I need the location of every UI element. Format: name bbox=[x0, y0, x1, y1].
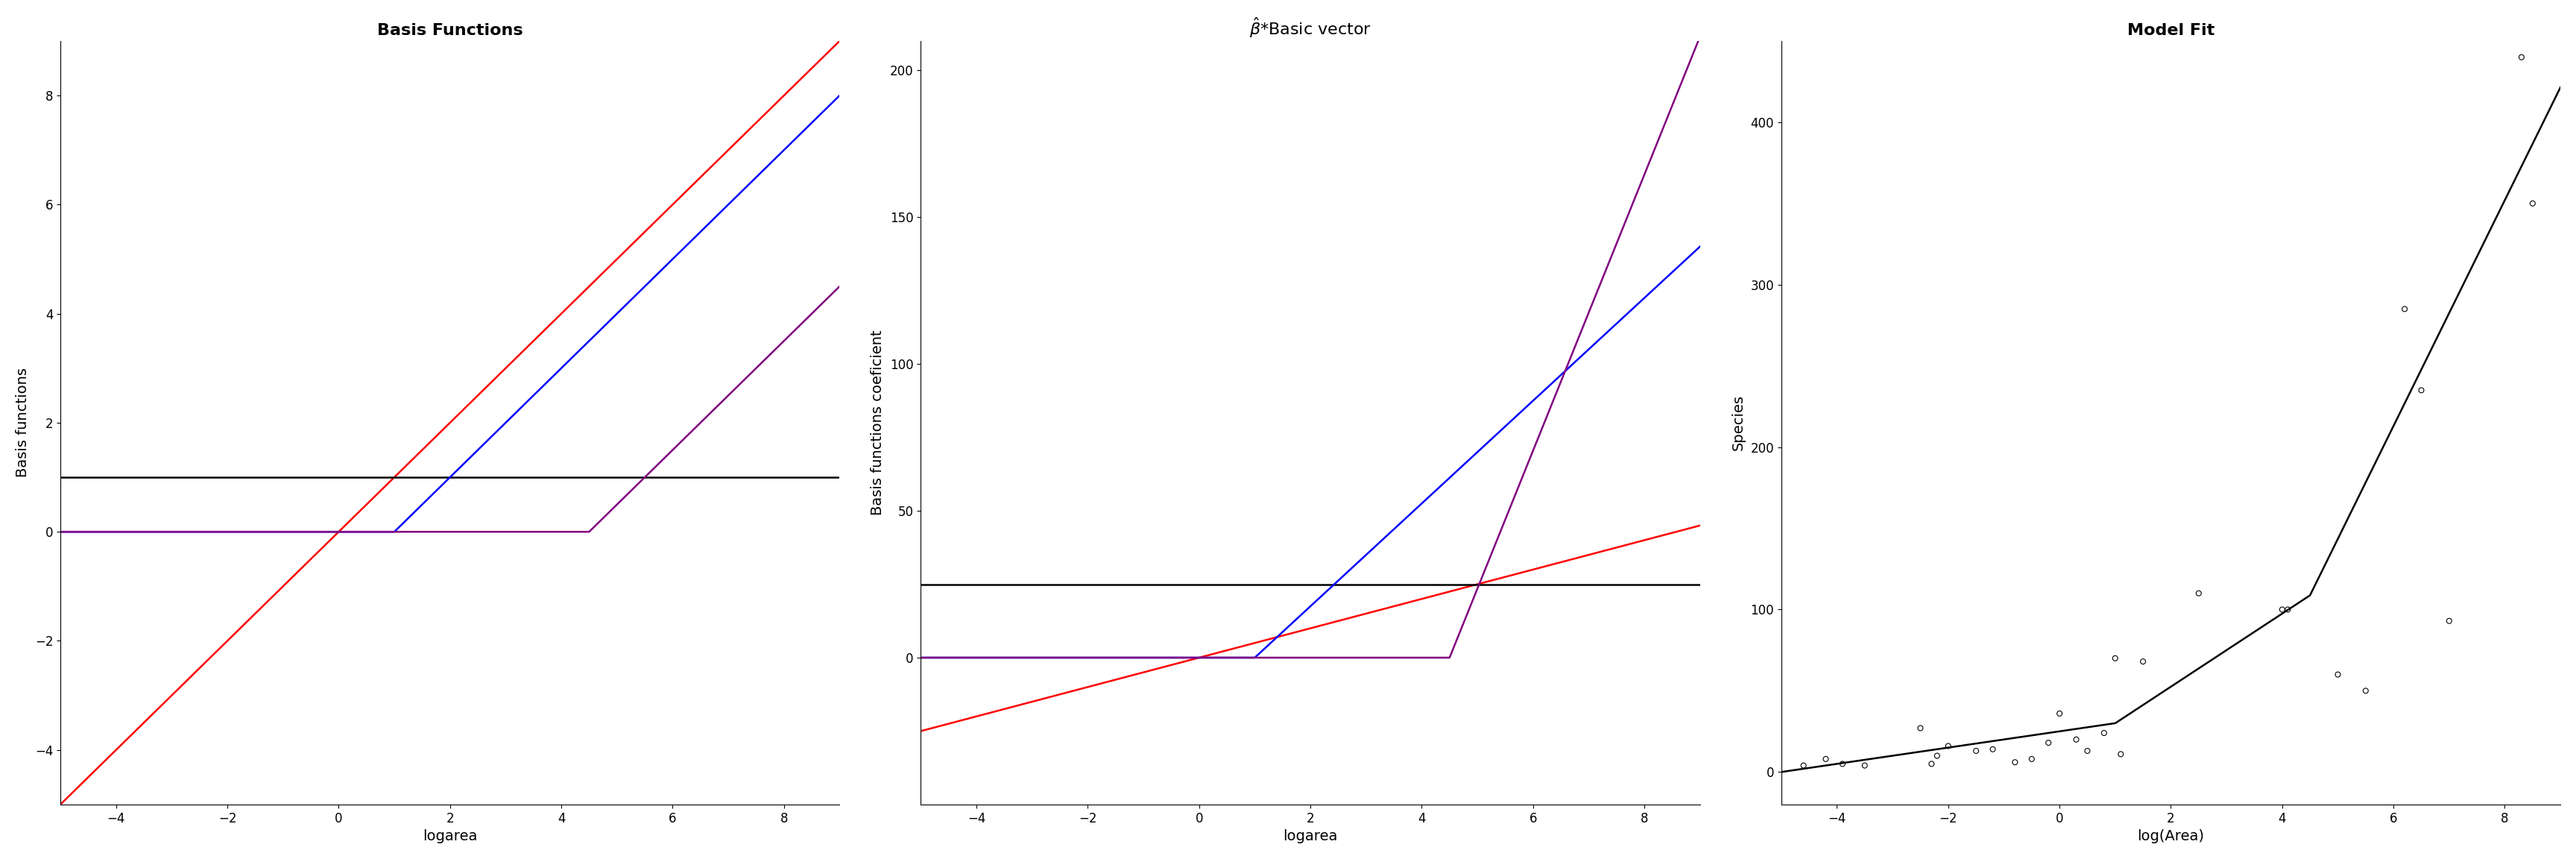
Point bbox=[1917, 749, 1958, 763]
Point bbox=[2267, 603, 2308, 617]
Point bbox=[2056, 733, 2097, 746]
Point bbox=[1844, 758, 1886, 772]
Point bbox=[2099, 747, 2141, 761]
Point bbox=[1955, 744, 1996, 758]
Point bbox=[2179, 587, 2221, 600]
Y-axis label: Basis functions coeficient: Basis functions coeficient bbox=[871, 330, 884, 515]
Y-axis label: Species: Species bbox=[1731, 395, 1747, 451]
Point bbox=[1783, 758, 1824, 772]
Point bbox=[2344, 684, 2385, 698]
Point bbox=[1806, 752, 1847, 766]
Point bbox=[2501, 51, 2543, 64]
Point bbox=[2512, 197, 2553, 210]
Title: Basis Functions: Basis Functions bbox=[376, 23, 523, 38]
Point bbox=[1927, 739, 1968, 752]
Title: $\hat{\beta}$*Basic vector: $\hat{\beta}$*Basic vector bbox=[1249, 15, 1370, 40]
Point bbox=[2123, 655, 2164, 668]
Point bbox=[1899, 722, 1940, 735]
X-axis label: log(Area): log(Area) bbox=[2138, 829, 2205, 844]
Point bbox=[2262, 603, 2303, 617]
X-axis label: logarea: logarea bbox=[1283, 829, 1337, 844]
Point bbox=[2012, 752, 2053, 766]
Point bbox=[1821, 757, 1862, 771]
Point bbox=[2318, 667, 2360, 681]
Point bbox=[2066, 744, 2107, 758]
Point bbox=[1973, 742, 2014, 756]
Point bbox=[2383, 302, 2424, 316]
Point bbox=[2429, 614, 2470, 628]
Y-axis label: Basis functions: Basis functions bbox=[15, 368, 31, 478]
Point bbox=[1911, 757, 1953, 771]
Point bbox=[2084, 726, 2125, 740]
Title: Model Fit: Model Fit bbox=[2128, 23, 2215, 38]
Point bbox=[2040, 707, 2081, 721]
Point bbox=[2094, 651, 2136, 665]
Point bbox=[2027, 736, 2069, 750]
X-axis label: logarea: logarea bbox=[422, 829, 477, 844]
Point bbox=[1994, 755, 2035, 769]
Point bbox=[2401, 383, 2442, 397]
